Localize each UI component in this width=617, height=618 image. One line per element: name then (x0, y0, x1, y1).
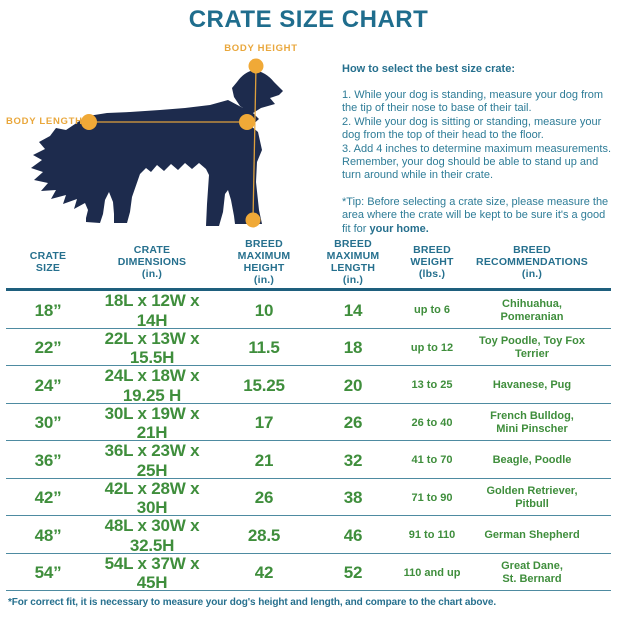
cell-breed-max-length: 20 (343, 375, 363, 395)
tip-bold-text: your home. (369, 222, 429, 235)
cell-crate-dimensions: 48L x 30W x 32.5H (104, 516, 200, 555)
footer-note: *For correct fit, it is necessary to mea… (8, 597, 497, 608)
crate-size-table: CRATE SIZE CRATE DIMENSIONS (in.) BREED MAXIMU… (6, 236, 611, 592)
cell-breed-recommendations: Beagle, Poodle (492, 454, 572, 467)
cell-crate-size: 18” (34, 300, 62, 320)
cell-breed-recommendations: French Bulldog, Mini Pinscher (490, 410, 574, 436)
cell-breed-recommendations: Havanese, Pug (492, 379, 572, 392)
cell-crate-dimensions: 42L x 28W x 30H (104, 478, 200, 518)
column-header-breed-max-length: BREED MAXIMUM LENGTH (in.) (326, 237, 380, 287)
table-row: 18” 18L x 12W x 14H 10 14 up to 6 Chihuahua, … (6, 291, 611, 330)
cell-breed-weight: 110 and up (403, 566, 461, 579)
cell-breed-weight: up to 12 (410, 341, 454, 354)
dog-measurement-diagram (31, 58, 283, 228)
column-header-breed-recommendations: BREED RECOMMENDATIONS (in.) (476, 243, 588, 281)
measure-dot-ground (245, 212, 261, 228)
cell-crate-size: 42” (34, 488, 62, 508)
cell-crate-dimensions: 22L x 13W x 15.5H (104, 328, 200, 368)
dog-silhouette (31, 70, 283, 226)
page-title: CRATE SIZE CHART (188, 6, 429, 33)
table-row: 54” 54L x 37W x 45H 42 52 110 and up Great Da… (6, 554, 611, 592)
instruction-step: 3. Add 4 inches to determine maximum mea… (342, 142, 612, 182)
column-header-crate-size: CRATE SIZE (29, 249, 67, 274)
cell-breed-max-height: 10 (254, 300, 274, 320)
table-body: 18” 18L x 12W x 14H 10 14 up to 6 Chihuahua, … (6, 291, 611, 592)
measure-dot-rear (81, 114, 97, 130)
cell-breed-weight: up to 6 (413, 304, 451, 317)
table-row: 24” 24L x 18W x 19.25 H 15.25 20 13 to 25 Hav… (6, 366, 611, 405)
cell-breed-weight: 26 to 40 (411, 416, 453, 429)
instructions-tip: *Tip: Before selecting a crate size, ple… (342, 196, 616, 236)
cell-breed-max-height: 28.5 (247, 525, 281, 545)
cell-breed-max-height: 26 (254, 488, 274, 508)
cell-breed-max-length: 52 (343, 563, 363, 583)
cell-breed-max-length: 14 (343, 300, 363, 320)
cell-breed-recommendations: Great Dane, St. Bernard (501, 560, 563, 586)
measure-dot-shoulder (239, 114, 255, 130)
cell-breed-max-height: 42 (254, 563, 274, 583)
column-header-crate-dimensions: CRATE DIMENSIONS (in.) (117, 243, 187, 281)
instructions-panel: How to select the best size crate: 1. Wh… (342, 63, 616, 236)
cell-crate-size: 54” (34, 563, 62, 583)
cell-crate-size: 48” (34, 525, 62, 545)
cell-breed-max-height: 11.5 (248, 338, 280, 358)
cell-crate-dimensions: 18L x 12W x 14H (104, 291, 200, 330)
cell-breed-weight: 91 to 110 (408, 529, 456, 542)
instruction-step: 2. While your dog is sitting or standing… (342, 115, 602, 142)
instructions-heading: How to select the best size crate: (342, 63, 515, 75)
cell-breed-weight: 13 to 25 (411, 379, 453, 392)
cell-breed-recommendations: Toy Poodle, Toy Fox Terrier (479, 335, 585, 361)
height-measure-line (252, 65, 257, 221)
column-header-breed-weight: BREED WEIGHT (lbs.) (410, 243, 454, 281)
body-height-label: BODY HEIGHT (224, 43, 298, 54)
cell-crate-dimensions: 30L x 19W x 21H (104, 403, 200, 443)
cell-breed-recommendations: Golden Retriever, Pitbull (486, 485, 578, 511)
cell-breed-max-length: 32 (343, 450, 363, 470)
table-row: 36” 36L x 23W x 25H 21 32 41 to 70 Beagle, Po… (6, 441, 611, 480)
cell-breed-max-length: 18 (343, 338, 363, 358)
cell-breed-weight: 71 to 90 (411, 491, 453, 504)
cell-breed-max-height: 21 (254, 450, 274, 470)
table-row: 30” 30L x 19W x 21H 17 26 26 to 40 French Bul… (6, 404, 611, 442)
cell-breed-max-length: 46 (343, 525, 363, 545)
cell-breed-weight: 41 to 70 (411, 454, 453, 467)
cell-breed-recommendations: German Shepherd (484, 529, 580, 542)
table-row: 22” 22L x 13W x 15.5H 11.5 18 up to 12 Toy Po… (6, 329, 611, 367)
tip-text: *Tip: Before selecting a crate size, ple… (342, 195, 609, 235)
cell-breed-max-height: 15.25 (243, 375, 285, 395)
cell-crate-size: 24” (34, 375, 62, 395)
measure-dot-head (248, 58, 264, 74)
instruction-steps: 1. While your dog is standing, measure y… (342, 89, 616, 183)
cell-breed-max-length: 38 (343, 488, 363, 508)
cell-crate-dimensions: 36L x 23W x 25H (104, 441, 200, 480)
table-row: 48” 48L x 30W x 32.5H 28.5 46 91 to 110 Germa… (6, 516, 611, 555)
cell-crate-size: 30” (34, 413, 62, 433)
cell-crate-size: 36” (34, 450, 62, 470)
cell-crate-size: 22” (34, 338, 62, 358)
cell-crate-dimensions: 54L x 37W x 45H (104, 553, 200, 593)
cell-crate-dimensions: 24L x 18W x 19.25 H (104, 366, 200, 405)
table-header-row: CRATE SIZE CRATE DIMENSIONS (in.) BREED MAXIMU… (6, 236, 611, 291)
table-row: 42” 42L x 28W x 30H 26 38 71 to 90 Golden Ret… (6, 479, 611, 517)
body-length-label: BODY LENGTH (6, 116, 83, 127)
cell-breed-max-length: 26 (343, 413, 363, 433)
cell-breed-recommendations: Chihuahua, Pomeranian (500, 297, 564, 323)
cell-breed-max-height: 17 (254, 413, 274, 433)
instruction-step: 1. While your dog is standing, measure y… (342, 89, 604, 115)
column-header-breed-max-height: BREED MAXIMUM HEIGHT (in.) (237, 237, 291, 287)
